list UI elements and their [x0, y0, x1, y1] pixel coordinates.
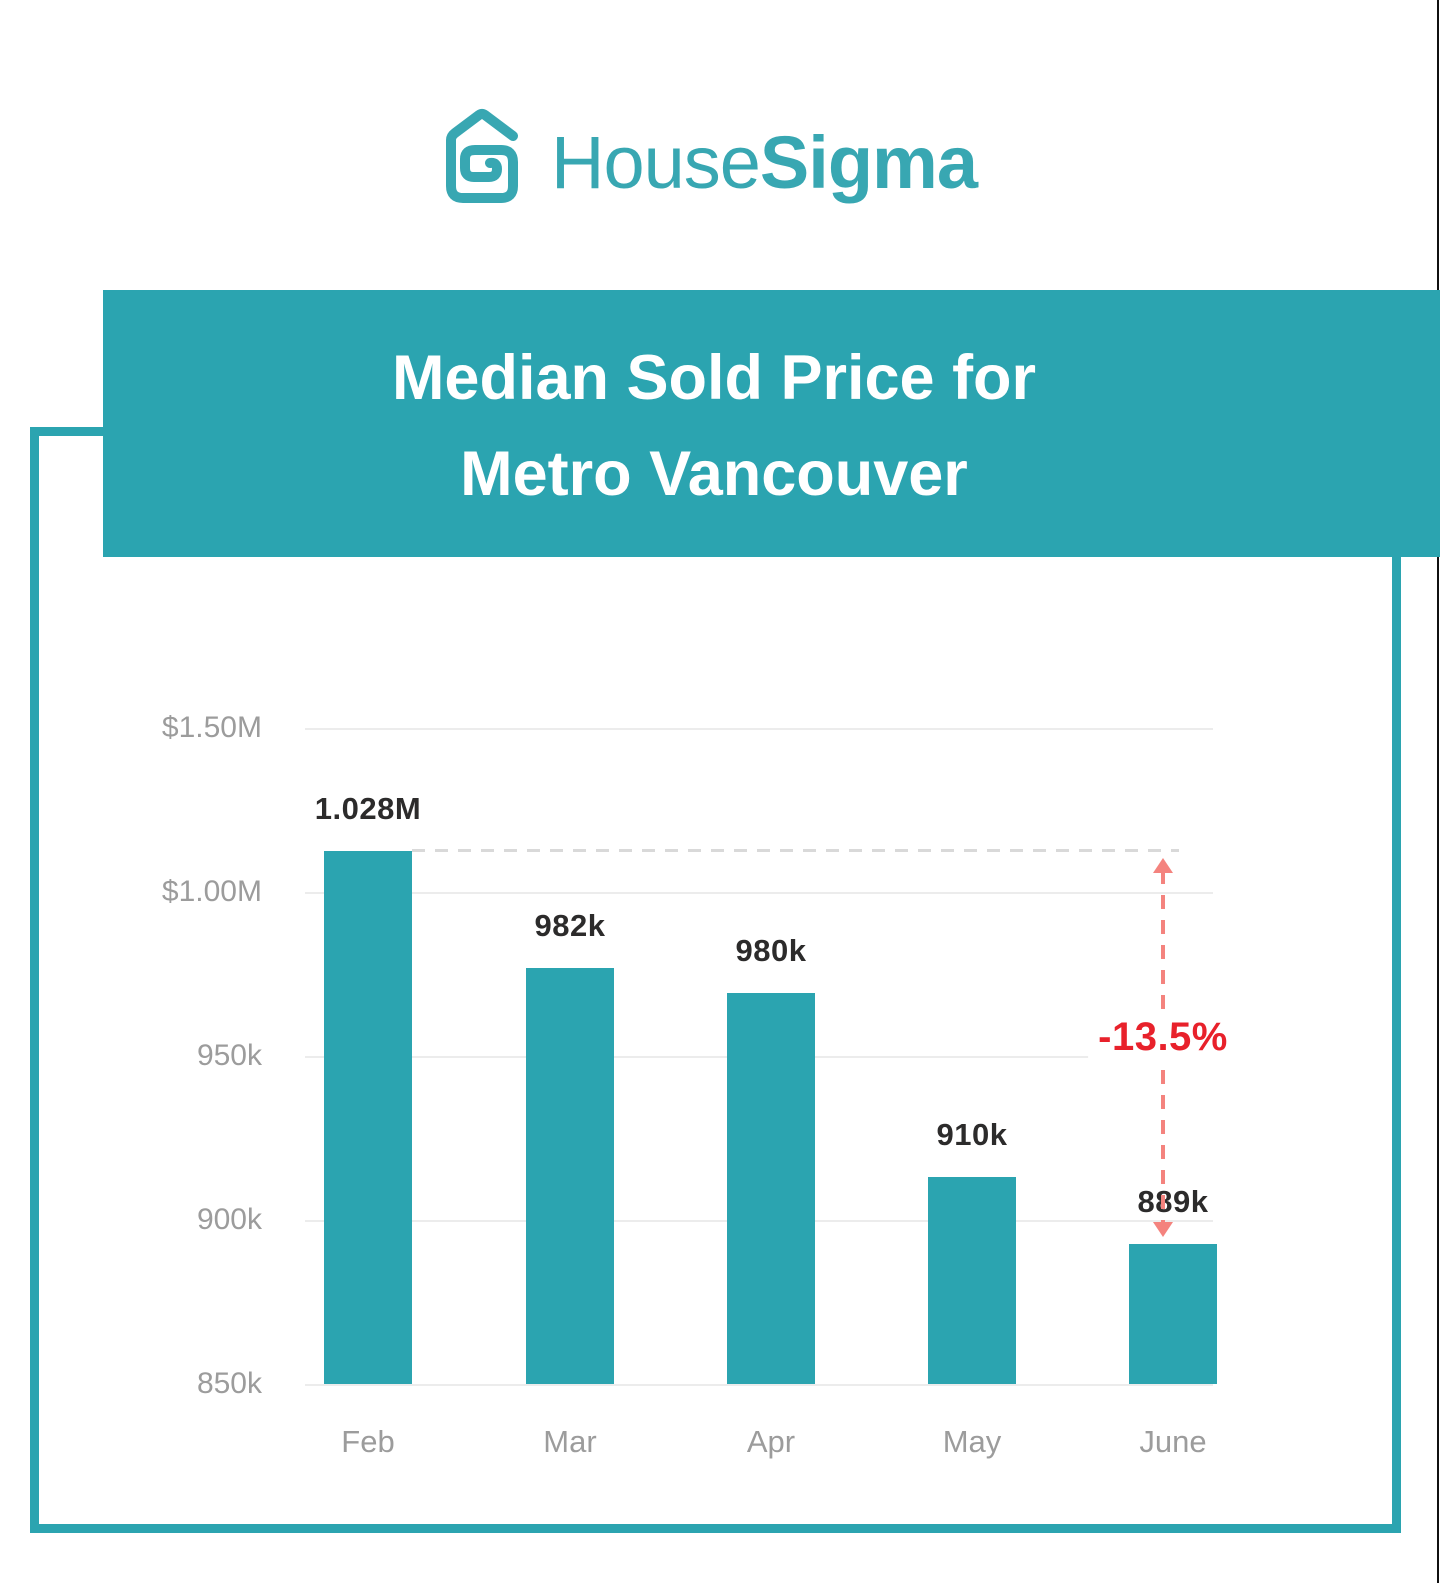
y-tick-label: 850k: [196, 1367, 262, 1400]
bar-may: [928, 1177, 1016, 1384]
chart-title: Median Sold Price for Metro Vancouver: [103, 330, 1325, 522]
chart-title-line1: Median Sold Price for: [391, 343, 1037, 413]
x-tick-label: June: [1139, 1424, 1207, 1459]
bar-value-label: 980k: [735, 933, 807, 968]
bar-apr: [727, 993, 815, 1384]
gridline: [305, 892, 1213, 894]
peak-reference-dashed-line: [412, 849, 1179, 852]
x-tick-label: May: [942, 1424, 1002, 1459]
chart-title-line2: Metro Vancouver: [460, 439, 968, 509]
x-tick-label: Feb: [341, 1424, 395, 1459]
x-tick-label: Mar: [543, 1424, 597, 1459]
logo-text-house: House: [551, 121, 761, 204]
y-tick-label: 950k: [196, 1039, 262, 1072]
bar-value-label: 889k: [1137, 1184, 1209, 1219]
logo-text-sigma: Sigma: [759, 121, 978, 204]
bar-mar: [526, 968, 614, 1384]
percent-change-annotation: -13.5%: [1088, 1013, 1238, 1061]
title-banner: Median Sold Price for Metro Vancouver: [103, 290, 1440, 557]
bar-value-label: 1.028M: [314, 791, 422, 826]
drop-arrow-head-down: [1153, 1222, 1173, 1237]
housesigma-logo-text: HouseSigma: [551, 126, 978, 200]
bar-value-label: 982k: [534, 908, 606, 943]
bar-june: [1129, 1244, 1217, 1384]
housesigma-house-spiral-icon: [443, 106, 521, 206]
gridline: [305, 1384, 1213, 1386]
y-tick-label: $1.50M: [161, 711, 262, 744]
bar-value-label: 910k: [936, 1117, 1008, 1152]
screen-right-edge-line: [1437, 0, 1439, 1583]
gridline: [305, 728, 1213, 730]
y-tick-label: 900k: [196, 1203, 262, 1236]
x-tick-label: Apr: [746, 1424, 796, 1459]
housesigma-logo: HouseSigma: [443, 106, 978, 206]
y-tick-label: $1.00M: [161, 875, 262, 908]
bar-feb: [324, 851, 412, 1384]
drop-arrow-head-up: [1153, 858, 1173, 873]
